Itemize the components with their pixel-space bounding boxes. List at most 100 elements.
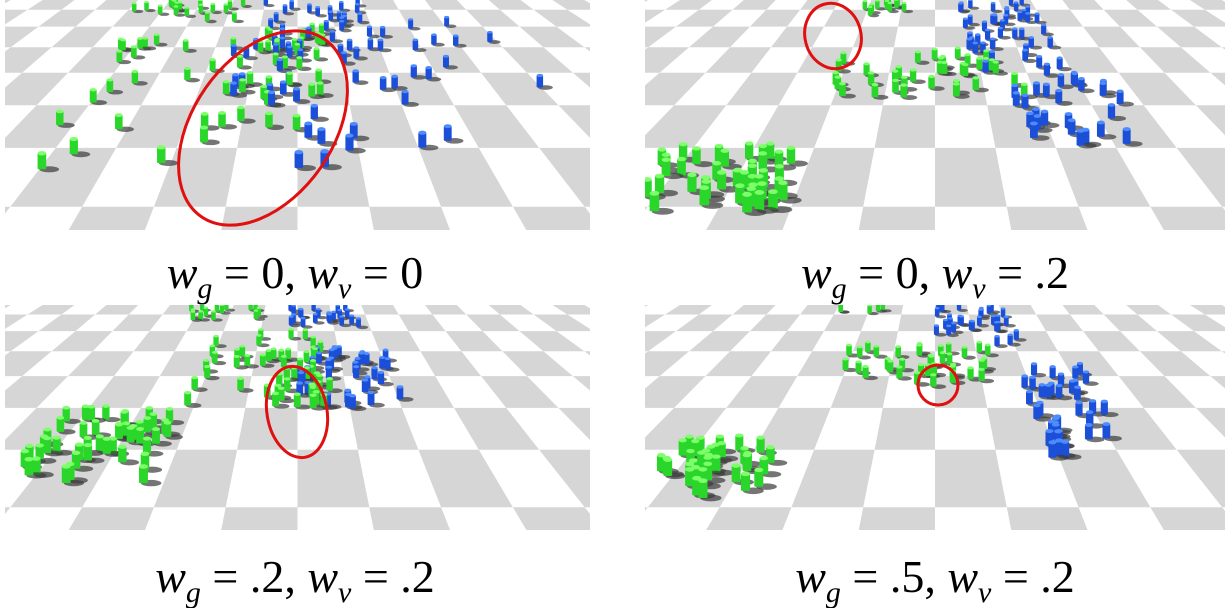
floor-tile bbox=[112, 9, 163, 27]
agent-top bbox=[1003, 14, 1009, 17]
agent-top bbox=[703, 455, 713, 460]
agent-top bbox=[349, 314, 355, 317]
agent-top bbox=[273, 43, 279, 46]
agent-top bbox=[377, 38, 384, 42]
caption-term: = .2 bbox=[351, 551, 435, 602]
floor-tile bbox=[424, 0, 467, 10]
agent-top bbox=[698, 478, 708, 484]
agent-body bbox=[867, 6, 873, 16]
agent-body bbox=[184, 7, 190, 17]
agent-body bbox=[954, 48, 961, 59]
agent-top bbox=[303, 350, 310, 354]
agent-top bbox=[190, 308, 196, 311]
agent-top bbox=[307, 3, 312, 6]
agent-body bbox=[89, 89, 97, 103]
agent-top bbox=[396, 385, 404, 389]
agent-top bbox=[945, 341, 952, 345]
agent-body bbox=[367, 39, 374, 50]
agent-top bbox=[274, 39, 280, 43]
agent-body bbox=[536, 75, 544, 88]
agent-top bbox=[834, 75, 842, 79]
agent-body bbox=[742, 194, 752, 213]
caption-term: = 0, bbox=[212, 247, 308, 298]
agent-top bbox=[265, 39, 271, 43]
agent-top bbox=[75, 442, 84, 447]
agent-body bbox=[265, 350, 272, 362]
agent-body bbox=[956, 305, 962, 311]
agent-body bbox=[1021, 10, 1027, 19]
agent-top bbox=[1055, 383, 1063, 388]
floor-tile bbox=[874, 105, 935, 148]
agent-body bbox=[900, 85, 908, 98]
agent-body bbox=[296, 57, 303, 69]
agent-body bbox=[959, 316, 964, 326]
agent-top bbox=[346, 38, 353, 42]
agent-body bbox=[139, 466, 148, 484]
floor-tile bbox=[732, 0, 776, 10]
agent-top bbox=[1071, 71, 1079, 76]
floor-tile bbox=[645, 376, 706, 408]
agent-top bbox=[1026, 389, 1033, 394]
agent-top bbox=[335, 305, 341, 307]
agent-top bbox=[260, 84, 268, 89]
agent-top bbox=[171, 0, 177, 2]
agent-top bbox=[978, 358, 985, 362]
agent-body bbox=[279, 38, 286, 49]
agent-body bbox=[198, 311, 203, 320]
agent-body bbox=[1078, 78, 1085, 91]
agent-top bbox=[71, 450, 81, 456]
agent-top bbox=[292, 113, 301, 118]
agent-top bbox=[237, 105, 245, 110]
agent-top bbox=[997, 26, 1004, 30]
agent-top bbox=[258, 328, 264, 331]
agent-top bbox=[352, 69, 359, 73]
agent-top bbox=[231, 11, 237, 14]
agent-top bbox=[296, 56, 303, 60]
agent-top bbox=[862, 364, 869, 369]
agent-body bbox=[352, 70, 359, 83]
agent-body bbox=[1040, 111, 1049, 126]
agent-body bbox=[933, 325, 939, 335]
floor-tile bbox=[824, 314, 868, 332]
agent-top bbox=[377, 370, 385, 374]
agent-body bbox=[281, 56, 288, 69]
floor-tile bbox=[488, 305, 534, 315]
agent-top bbox=[302, 328, 308, 331]
agent-body bbox=[901, 3, 907, 12]
agent-body bbox=[239, 346, 246, 357]
agent-body bbox=[678, 144, 688, 160]
agent-top bbox=[698, 467, 708, 472]
agent-body bbox=[339, 21, 345, 31]
subscript: g bbox=[185, 576, 201, 608]
agent-top bbox=[209, 58, 216, 62]
floor-tile bbox=[1221, 351, 1225, 354]
agent-body bbox=[294, 152, 304, 169]
floor-tile bbox=[898, 314, 935, 332]
agent-body bbox=[940, 305, 945, 312]
floor-tile bbox=[1062, 0, 1104, 10]
agent-body bbox=[115, 115, 123, 130]
agent-body bbox=[213, 336, 219, 347]
agent-body bbox=[967, 15, 973, 25]
agent-body bbox=[1044, 385, 1052, 398]
agent-top bbox=[200, 112, 209, 116]
agent-body bbox=[744, 143, 754, 159]
agent-top bbox=[1022, 48, 1029, 52]
floor-tile bbox=[5, 376, 68, 408]
agent-top bbox=[313, 47, 320, 51]
agent-body bbox=[276, 373, 283, 386]
agent-body bbox=[56, 417, 65, 432]
agent-top bbox=[754, 173, 764, 179]
agent-top bbox=[894, 0, 899, 1]
agent-top bbox=[313, 371, 321, 375]
agent-top bbox=[989, 50, 995, 53]
floor-tile bbox=[552, 0, 590, 10]
agent-body bbox=[283, 368, 290, 380]
agent-top bbox=[294, 42, 301, 46]
floor-tile bbox=[853, 26, 898, 48]
agent-top bbox=[1076, 361, 1083, 365]
agent-body bbox=[951, 323, 957, 333]
agent-body bbox=[200, 113, 209, 128]
agent-body bbox=[880, 305, 886, 311]
agent-body bbox=[87, 406, 96, 421]
